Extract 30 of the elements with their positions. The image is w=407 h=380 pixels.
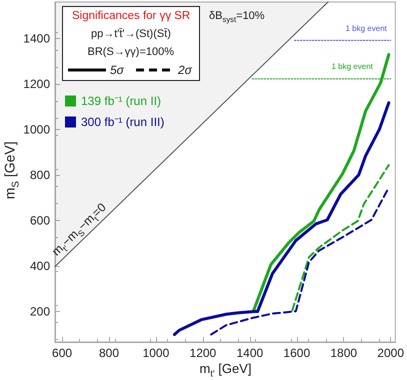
x-tick-label: 1400 (236, 346, 264, 360)
annotation: 2σ (178, 63, 192, 77)
x-tick-label: 1200 (190, 346, 217, 360)
y-tick-label: 800 (30, 168, 50, 182)
y-tick-label: 1000 (23, 122, 50, 136)
x-tick-label: 1800 (330, 346, 358, 360)
annotation: 1 bkg event (332, 62, 373, 71)
legend-label: 139 fb⁻¹ (run II) (81, 94, 162, 108)
x-tick-label: 800 (98, 346, 120, 360)
line-series (172, 101, 390, 336)
line-series (252, 53, 390, 313)
x-tick-label: 600 (52, 346, 72, 360)
annotation: BR(S→γγ)=100% (88, 46, 174, 58)
annotation: 1 bkg event (346, 24, 387, 33)
x-tick-label: 2000 (377, 346, 404, 360)
line-series (210, 186, 390, 336)
line-series (291, 164, 390, 312)
legend-label: 300 fb⁻¹ (run III) (81, 115, 164, 129)
x-axis-title: m$_{t'}$ [GeV] (200, 360, 252, 378)
y-tick-label: 200 (30, 304, 50, 318)
y-tick-label: 1400 (23, 31, 50, 46)
text: Significances for γγ SR (72, 10, 190, 22)
y-tick-label: 400 (30, 258, 50, 273)
annotation: δB$_{syst}$=10% (209, 10, 265, 24)
x-tick-label: 1600 (283, 346, 310, 360)
annotation: pp→t′t̄′→(St)(St̄) (91, 28, 171, 40)
x-tick-label: 1000 (142, 346, 170, 360)
annotation: 5σ (110, 63, 124, 77)
y-tick-label: 600 (30, 213, 50, 228)
y-tick-label: 1200 (23, 76, 50, 91)
